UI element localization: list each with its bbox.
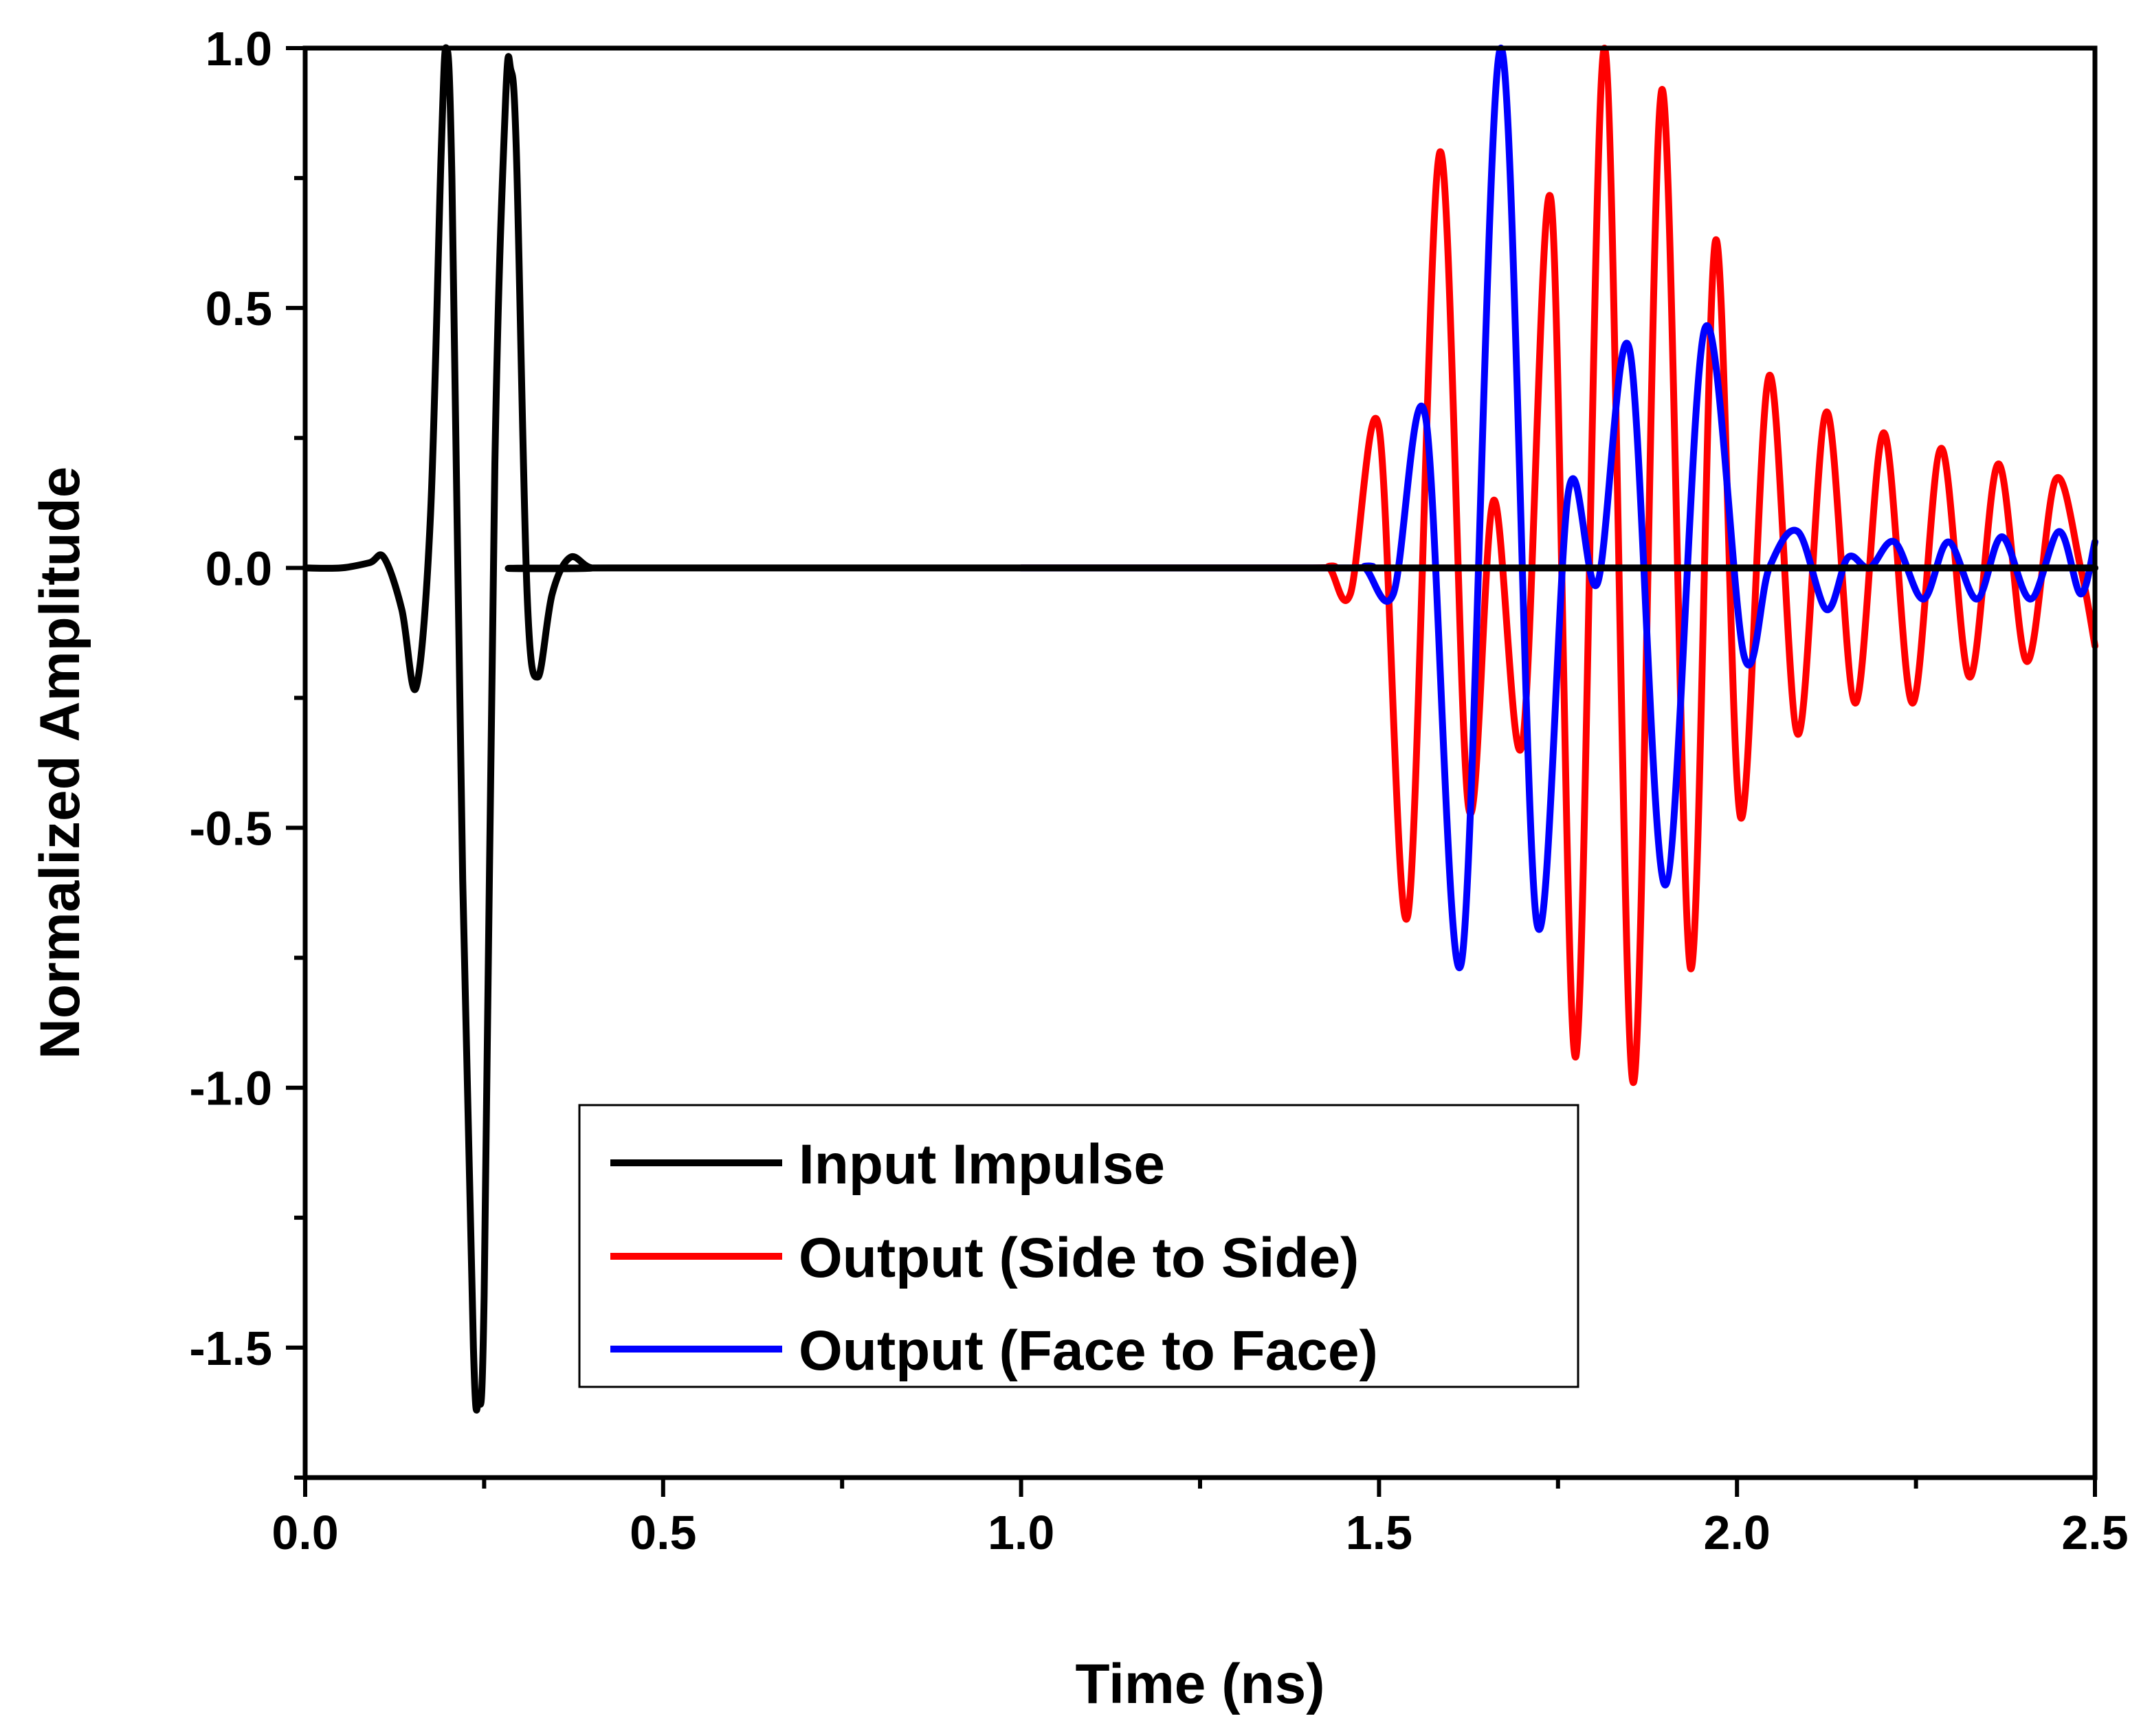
y-tick-label: 1.0 [206,22,272,76]
series-line-output-face-to-face [1017,44,2098,972]
x-axis: 0.0 0.5 1.0 1.5 2.0 2.5 [271,1478,2129,1559]
y-tick-label: -1.5 [189,1322,272,1375]
y-tick-label: -1.0 [189,1062,272,1115]
y-axis: 1.0 0.5 0.0 -0.5 -1.0 -1.5 [189,22,305,1480]
y-tick-label: 0.5 [206,282,272,335]
y-axis-title: Normalized Amplitude [29,467,91,1060]
legend-box [578,1104,1579,1388]
x-tick-label: 0.0 [271,1506,338,1559]
series-line-output-side-to-side [1017,44,2098,1087]
y-tick-label: 0.0 [206,542,272,595]
y-tick-label: -0.5 [189,802,272,856]
x-tick-label: 0.5 [630,1506,696,1559]
legend-label-output-side-to-side: Output (Side to Side) [799,1227,1359,1289]
legend-label-output-face-to-face: Output (Face to Face) [799,1320,1378,1382]
x-tick-label: 2.5 [2061,1506,2128,1559]
x-tick-label: 1.5 [1346,1506,1412,1559]
x-tick-label: 2.0 [1704,1506,1771,1559]
x-tick-label: 1.0 [988,1506,1054,1559]
series-line-input-impulse [302,44,2098,1414]
x-axis-title: Time (ns) [1076,1653,1325,1715]
plot-series [302,44,2098,1414]
legend: Input Impulse Output (Side to Side) Output… [578,1104,1579,1388]
legend-label-input-impulse: Input Impulse [799,1133,1165,1196]
